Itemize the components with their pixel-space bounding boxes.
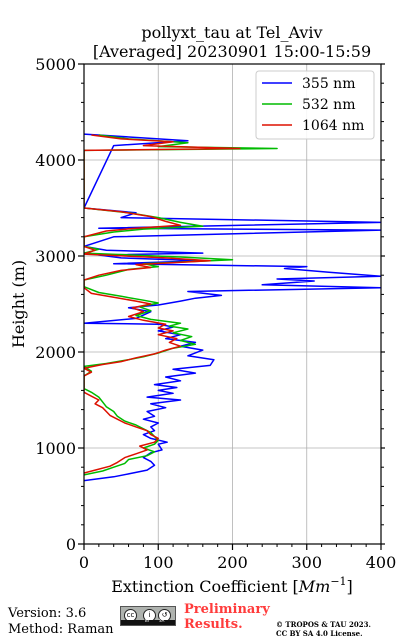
y-tick-label: 5000 [35, 55, 76, 74]
badge-by-text: BY [145, 618, 150, 623]
y-tick-label: 4000 [35, 151, 76, 170]
x-axis-label-text: Extinction Coefficient [ [111, 577, 299, 596]
legend-label-532: 532 nm [302, 97, 355, 113]
y-axis-label: Height (m) [9, 260, 28, 348]
plot-frame [83, 63, 382, 545]
x-tick-label: 100 [143, 553, 174, 572]
x-tick-label: 300 [291, 553, 322, 572]
x-axis-label-exponent: −1 [330, 575, 346, 588]
x-axis-label-close: ] [347, 577, 353, 596]
x-tick-label: 200 [217, 553, 248, 572]
legend-label-355: 355 nm [302, 76, 355, 92]
y-tick-labels: 0 1000 2000 3000 4000 5000 [35, 55, 76, 554]
method-text: Method: Raman [8, 622, 114, 637]
legend-box [255, 70, 375, 140]
legend: 355 nm 532 nm 1064 nm [255, 70, 375, 140]
x-axis-label-unit: Mm [298, 577, 331, 596]
series-lines [84, 133, 381, 482]
preliminary-label: Preliminary [184, 602, 270, 617]
x-axis-label: Extinction Coefficient [Mm−1] [111, 575, 353, 596]
version-text: Version: 3.6 [8, 606, 87, 621]
axis-ticks [78, 63, 385, 550]
y-tick-label: 2000 [35, 343, 76, 362]
badge-sa-text: SA [159, 618, 165, 623]
cc-by-sa-icon: cc i ↺ BY SA [120, 606, 176, 626]
y-tick-label: 1000 [35, 439, 76, 458]
badge-text-bar: BY SA [121, 618, 175, 625]
chart-title-line2: [Averaged] 20230901 15:00-15:59 [93, 42, 371, 61]
license-text: CC BY SA 4.0 License. [276, 629, 363, 638]
x-tick-label: 400 [366, 553, 397, 572]
x-tick-label: 0 [79, 553, 89, 572]
series-line-532-nm [84, 134, 278, 476]
copyright-text: © TROPOS & TAU 2023. [276, 620, 371, 629]
y-tick-label: 0 [66, 535, 76, 554]
lidar-profile-chart: pollyxt_tau at Tel_Aviv [Averaged] 20230… [9, 23, 396, 596]
results-label: Results. [184, 617, 243, 632]
chart-title-line1: pollyxt_tau at Tel_Aviv [141, 23, 322, 42]
y-tick-label: 3000 [35, 247, 76, 266]
series-line-1064-nm [84, 134, 241, 474]
x-tick-labels: 0 100 200 300 400 [79, 553, 396, 572]
legend-label-1064: 1064 nm [302, 118, 364, 134]
